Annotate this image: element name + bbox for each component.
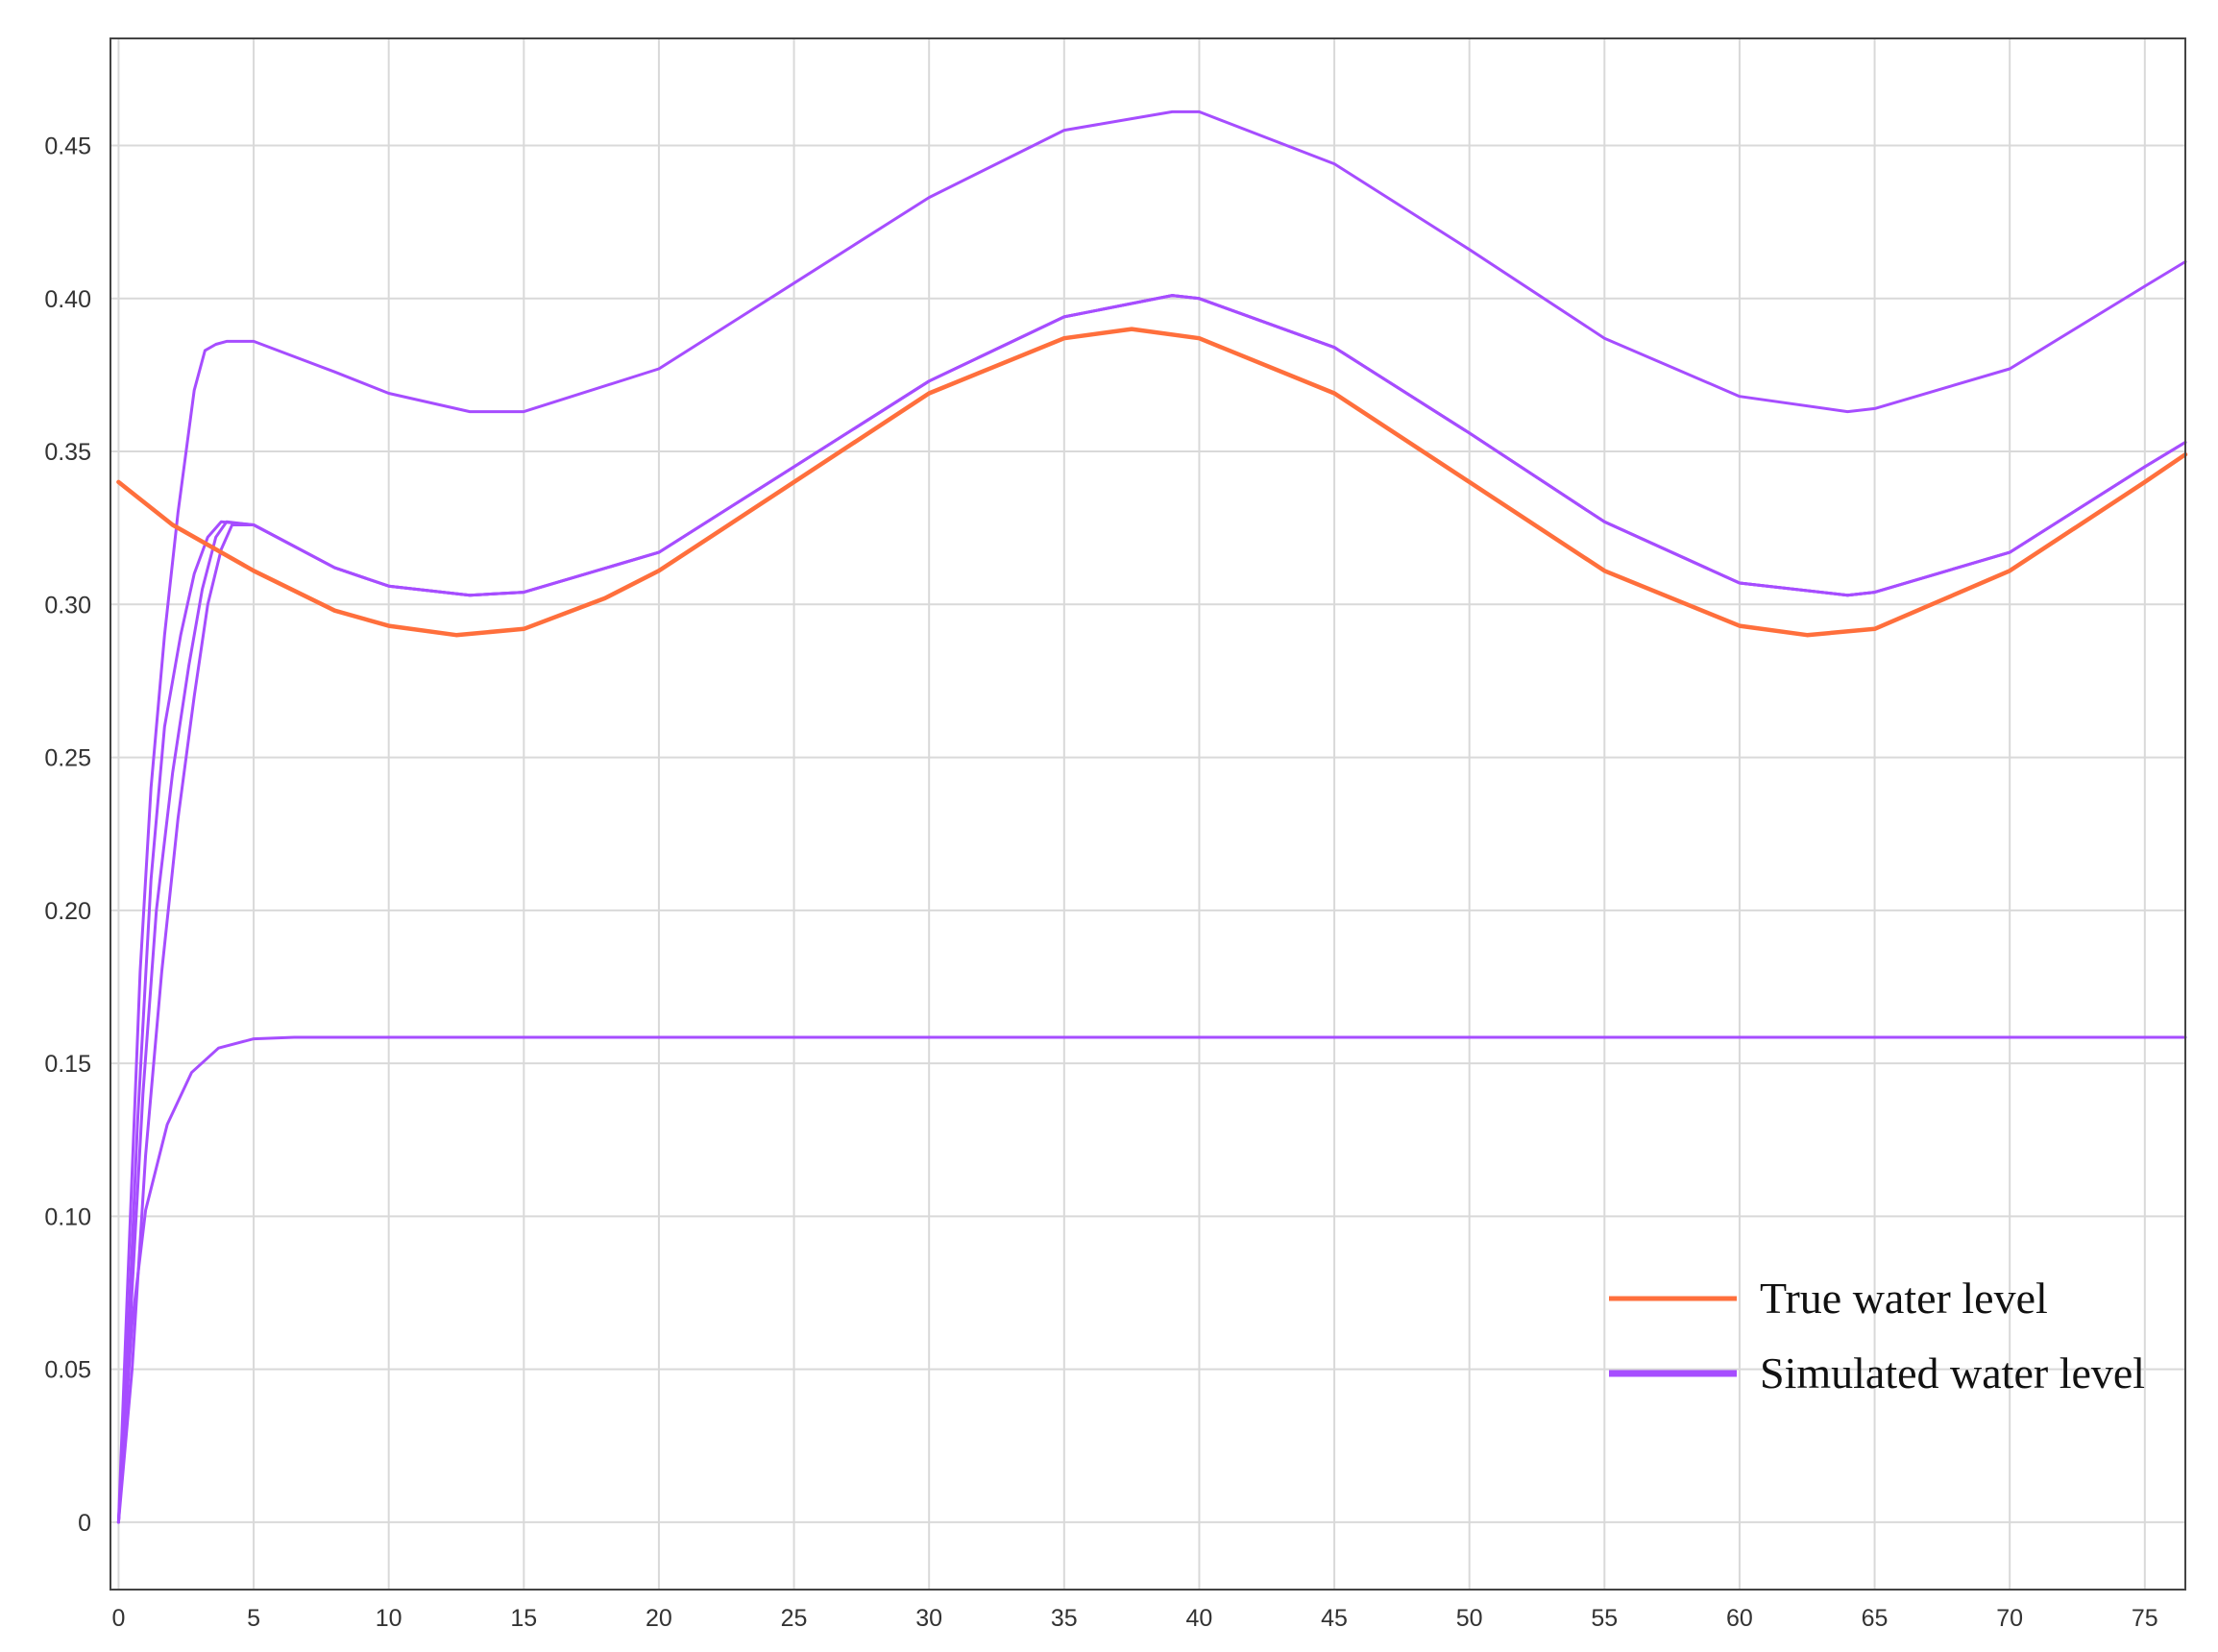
y-tick-label: 0.15	[44, 1051, 91, 1078]
series-line-true-water-level	[116, 327, 2188, 638]
plot-frame	[110, 37, 2186, 1591]
y-tick-label: 0.10	[44, 1203, 91, 1230]
x-tick-label: 60	[1726, 1605, 1753, 1632]
x-tick-label: 40	[1186, 1605, 1213, 1632]
grid	[110, 38, 2185, 1590]
y-tick-label: 0.40	[44, 286, 91, 313]
x-tick-label: 50	[1456, 1605, 1483, 1632]
y-tick-label: 0	[78, 1510, 91, 1537]
y-tick-label: 0.30	[44, 592, 91, 619]
legend-label-true: True water level	[1760, 1274, 2048, 1323]
x-tick-label: 10	[376, 1605, 402, 1632]
series-line-simulated-3	[116, 294, 2187, 1524]
x-tick-label: 65	[1862, 1605, 1889, 1632]
x-tick-label: 35	[1051, 1605, 1078, 1632]
x-tick-label: 70	[1996, 1605, 2023, 1632]
y-tick-label: 0.20	[44, 898, 91, 925]
y-tick-label: 0.05	[44, 1357, 91, 1384]
x-tick-label: 5	[247, 1605, 260, 1632]
y-tick-label: 0.45	[44, 133, 91, 159]
series-lines	[116, 109, 2188, 1524]
tick-labels: 0 5 10 15 20 25 30 35 40 45 50 55 60 65 70 75 0 0.05 0.10 0…	[44, 133, 2157, 1632]
x-tick-label: 20	[646, 1605, 672, 1632]
x-tick-label: 55	[1591, 1605, 1618, 1632]
x-tick-label: 15	[510, 1605, 537, 1632]
x-tick-label: 30	[915, 1605, 942, 1632]
y-tick-label: 0.35	[44, 439, 91, 466]
legend: True water level Simulated water level	[1609, 1274, 2145, 1397]
series-line-simulated-4	[116, 109, 2187, 1524]
x-tick-label: 0	[111, 1605, 125, 1632]
x-tick-label: 25	[781, 1605, 808, 1632]
series-line-simulated-5	[116, 1035, 2187, 1524]
x-tick-label: 45	[1321, 1605, 1348, 1632]
legend-label-simulated: Simulated water level	[1760, 1348, 2145, 1397]
x-tick-label: 75	[2132, 1605, 2158, 1632]
y-tick-label: 0.25	[44, 745, 91, 772]
